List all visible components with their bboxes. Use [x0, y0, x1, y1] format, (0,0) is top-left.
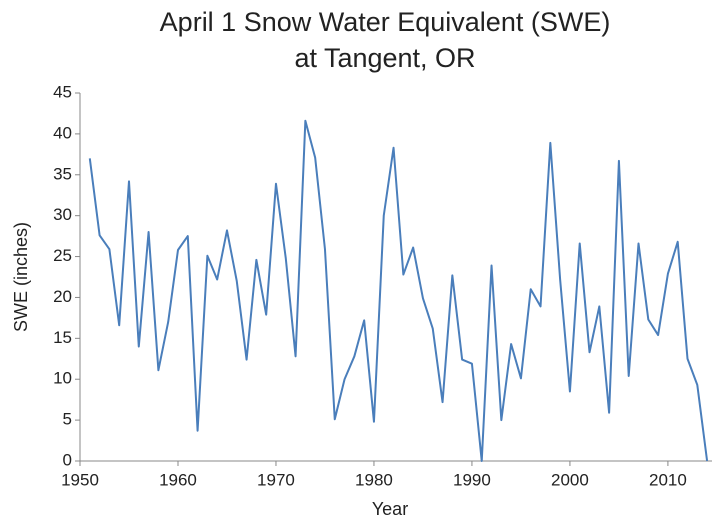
chart-title: April 1 Snow Water Equivalent (SWE) — [160, 7, 611, 37]
y-tick-label: 35 — [53, 164, 72, 183]
y-tick-label: 45 — [53, 82, 72, 101]
data-line — [88, 119, 709, 462]
y-tick-label: 5 — [63, 410, 72, 429]
x-tick-label: 1970 — [257, 470, 295, 489]
x-tick-label: 1980 — [355, 470, 393, 489]
y-tick-label: 0 — [63, 450, 72, 469]
y-tick-label: 40 — [53, 123, 72, 142]
y-tick-label: 15 — [53, 328, 72, 347]
x-tick-label: 1960 — [159, 470, 197, 489]
y-axis-label: SWE (inches) — [11, 222, 31, 332]
y-tick-label: 20 — [53, 287, 72, 306]
chart-title: at Tangent, OR — [294, 43, 475, 73]
y-tick-label: 10 — [53, 369, 72, 388]
x-tick-label: 1990 — [453, 470, 491, 489]
x-tick-label: 1950 — [61, 470, 99, 489]
y-tick-label: 30 — [53, 205, 72, 224]
x-tick-label: 2000 — [551, 470, 589, 489]
x-tick-label: 2010 — [649, 470, 687, 489]
x-axis-label: Year — [372, 499, 408, 519]
y-tick-label: 25 — [53, 246, 72, 265]
